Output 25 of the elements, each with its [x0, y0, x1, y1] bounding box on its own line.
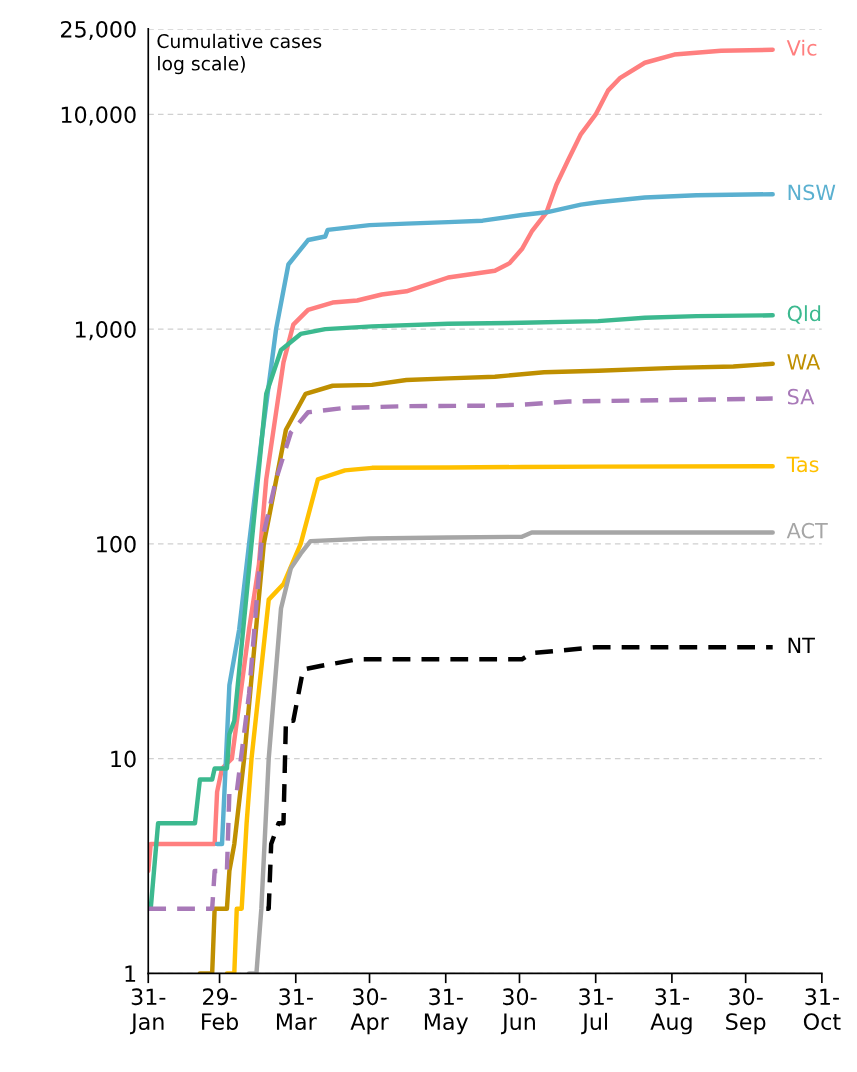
- x-tick-label: 30- Jun: [500, 988, 537, 1035]
- series-label: Qld: [787, 305, 821, 324]
- x-tick-label: 31- Aug: [650, 988, 692, 1035]
- y-tick-label: 25,000: [61, 20, 136, 40]
- x-tick-label: 29- Feb: [202, 988, 239, 1031]
- series-label: WA: [787, 354, 821, 370]
- x-tick-label: 31- May: [424, 988, 469, 1035]
- y-axis-title: Cumulative cases log scale): [157, 33, 322, 75]
- series-label: NT: [788, 637, 815, 654]
- series-label: ACT: [786, 522, 828, 539]
- y-tick-label: 1: [125, 965, 136, 982]
- y-tick-label: 10: [111, 750, 136, 768]
- series-label: NSW: [788, 184, 836, 201]
- y-tick-label: 100: [97, 535, 136, 553]
- series-label: SA: [787, 388, 815, 405]
- x-tick-label: 31- Mar: [276, 988, 317, 1031]
- series-label: Tas: [786, 456, 819, 473]
- x-tick-label: 30- Sep: [726, 988, 766, 1035]
- x-tick-label: 31- Oct: [803, 988, 841, 1031]
- x-tick-label: 30- Apr: [350, 988, 389, 1035]
- x-tick-label: 31- Jul: [579, 988, 613, 1035]
- y-tick-label: 1,000: [75, 321, 136, 341]
- x-tick-label: 31- Jan: [129, 988, 166, 1035]
- y-tick-label: 10,000: [61, 106, 136, 126]
- series-label: Vic: [786, 39, 817, 56]
